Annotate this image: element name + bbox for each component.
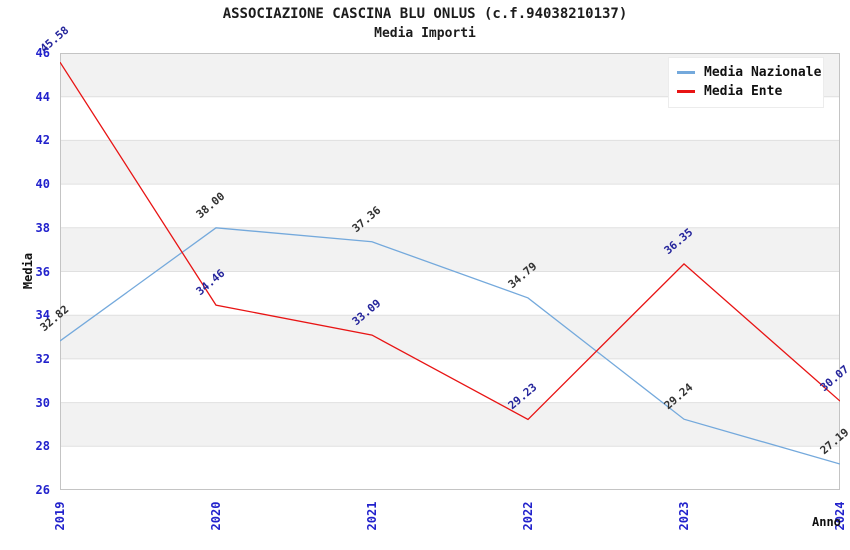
y-tick-label: 40 bbox=[35, 177, 50, 192]
x-tick-label: 2020 bbox=[209, 501, 223, 531]
grid-band bbox=[60, 227, 840, 272]
legend-label-media-nazionale: Media Nazionale bbox=[704, 65, 822, 80]
y-tick-label: 44 bbox=[35, 89, 50, 104]
x-tick-label: 2019 bbox=[53, 501, 67, 531]
y-tick-label: 42 bbox=[35, 133, 50, 148]
y-tick-label: 30 bbox=[35, 395, 50, 410]
series-line-media-ente bbox=[60, 61, 840, 421]
grid-band bbox=[60, 315, 840, 359]
y-tick-label: 38 bbox=[35, 220, 50, 235]
plot-area bbox=[60, 53, 840, 490]
chart-title: ASSOCIAZIONE CASCINA BLU ONLUS (c.f.9403… bbox=[222, 6, 628, 22]
y-tick-label: 32 bbox=[35, 351, 50, 366]
y-tick-label: 26 bbox=[35, 483, 50, 497]
plot-border bbox=[60, 53, 840, 490]
x-tick-label: 2021 bbox=[365, 501, 379, 531]
x-tick-label: 2023 bbox=[677, 501, 691, 531]
legend-item-media-nazionale: Media Nazionale bbox=[677, 63, 821, 82]
x-tick-label: 2022 bbox=[521, 501, 535, 531]
legend-item-media-ente: Media Ente bbox=[677, 82, 815, 101]
grid-band bbox=[60, 402, 840, 447]
y-axis-title: Media bbox=[21, 252, 35, 290]
media-nazionale-line-swatch-icon bbox=[677, 71, 695, 74]
y-tick-label: 28 bbox=[35, 439, 50, 454]
grid-band bbox=[60, 140, 840, 185]
media-ente-line-swatch-icon bbox=[677, 90, 695, 93]
y-tick-label: 34 bbox=[35, 308, 50, 323]
y-tick-label: 46 bbox=[35, 46, 50, 60]
y-tick-label: 36 bbox=[35, 264, 50, 279]
legend: Media Nazionale Media Ente bbox=[668, 57, 824, 108]
series-line-media-nazionale bbox=[60, 227, 840, 465]
x-axis-title: Anno bbox=[812, 515, 841, 529]
chart-subtitle: Media Importi bbox=[374, 26, 476, 41]
legend-label-media-ente: Media Ente bbox=[704, 84, 783, 99]
